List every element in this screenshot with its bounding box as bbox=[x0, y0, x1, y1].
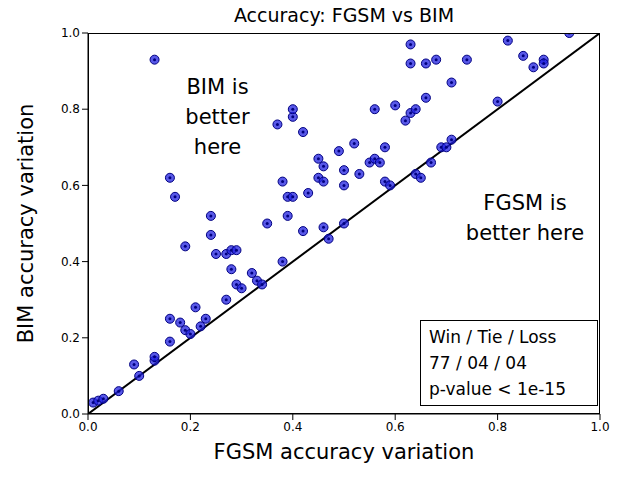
svg-text:0.4: 0.4 bbox=[283, 420, 302, 434]
html-text:Win / Tie / Loss: Win / Tie / Loss bbox=[429, 327, 557, 347]
svg-text:0.8: 0.8 bbox=[488, 420, 507, 434]
svg-text:BIM accuracy variation: BIM accuracy variation bbox=[14, 104, 38, 344]
svg-text:0.4: 0.4 bbox=[61, 255, 80, 269]
svg-text:FGSM accuracy variation: FGSM accuracy variation bbox=[214, 440, 475, 464]
html-text:FGSM is better here: FGSM is better here bbox=[465, 191, 585, 245]
svg-text:1.0: 1.0 bbox=[61, 26, 80, 40]
svg-text:0.6: 0.6 bbox=[61, 179, 80, 193]
svg-text:0.2: 0.2 bbox=[61, 331, 80, 345]
html-text:BIM is better here: BIM is better here bbox=[185, 75, 250, 159]
svg-text:0.2: 0.2 bbox=[181, 420, 200, 434]
svg-text:0.6: 0.6 bbox=[386, 420, 405, 434]
svg-text:0.0: 0.0 bbox=[78, 420, 97, 434]
html-text:Accuracy: FGSM vs BIM: Accuracy: FGSM vs BIM bbox=[233, 4, 455, 26]
svg-text:0.8: 0.8 bbox=[61, 102, 80, 116]
html-text:p-value < 1e-15: p-value < 1e-15 bbox=[429, 379, 566, 399]
html-text:77 / 04 / 04: 77 / 04 / 04 bbox=[429, 353, 527, 373]
svg-text:0.0: 0.0 bbox=[61, 407, 80, 421]
svg-text:1.0: 1.0 bbox=[590, 420, 609, 434]
